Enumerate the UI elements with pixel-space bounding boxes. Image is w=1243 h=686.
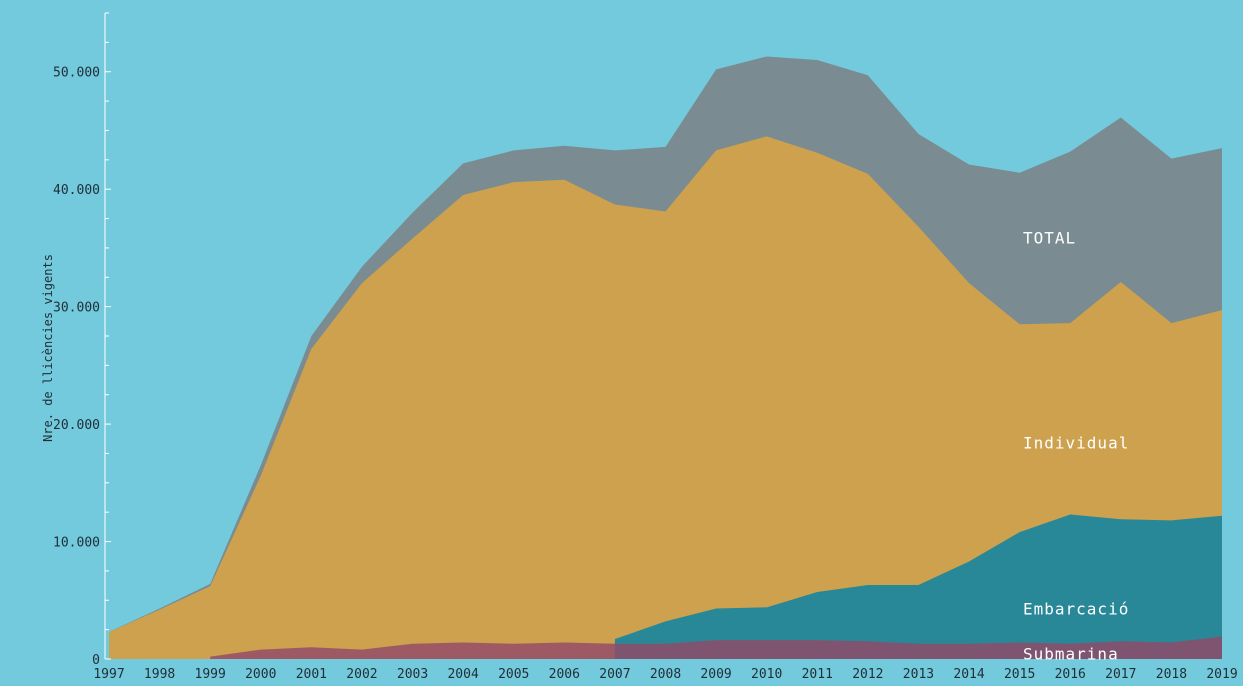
x-tick-label: 2018 — [1156, 667, 1187, 682]
x-tick-label: 2011 — [802, 667, 833, 682]
chart-areas — [109, 56, 1222, 659]
x-tick-label: 2013 — [903, 667, 934, 682]
y-tick-label: 10.000 — [53, 536, 100, 551]
series-labels: TOTAL Individual Embarcació Submarina — [1023, 228, 1129, 664]
series-label-total: TOTAL — [1023, 228, 1076, 247]
y-tick-label: 0 — [92, 653, 100, 668]
x-tick-label: 2012 — [852, 667, 883, 682]
y-tick-label: 20.000 — [53, 418, 100, 433]
x-tick-label: 1997 — [93, 667, 124, 682]
x-tick-label: 2010 — [751, 667, 782, 682]
x-tick-label: 2005 — [498, 667, 529, 682]
x-tick-label: 2002 — [346, 667, 377, 682]
series-label-individual: Individual — [1023, 433, 1129, 452]
x-tick-label: 2006 — [549, 667, 580, 682]
y-tick-label: 50.000 — [53, 66, 100, 81]
series-label-submarina: Submarina — [1023, 645, 1119, 664]
x-tick-label: 2004 — [447, 667, 478, 682]
x-tick-label: 2009 — [700, 667, 731, 682]
y-axis-title: Nre. de llicències vigents — [41, 254, 55, 442]
series-label-embarcacio: Embarcació — [1023, 599, 1129, 618]
x-tick-label: 2016 — [1055, 667, 1086, 682]
x-tick-label: 2017 — [1105, 667, 1136, 682]
x-tick-label: 1998 — [144, 667, 175, 682]
x-tick-label: 2000 — [245, 667, 276, 682]
y-tick-label: 30.000 — [53, 301, 100, 316]
chart-axes: 0 10.000 20.000 30.000 40.000 50.000 1997 1998 1… — [53, 12, 1238, 682]
x-tick-label: 2019 — [1206, 667, 1237, 682]
x-tick-label: 2008 — [650, 667, 681, 682]
area-individual — [109, 136, 1222, 659]
y-tick-label: 40.000 — [53, 183, 100, 198]
x-tick-label: 2014 — [953, 667, 984, 682]
x-tick-label: 1999 — [195, 667, 226, 682]
area-submarina-overlap — [614, 636, 1222, 659]
x-tick-label: 2001 — [296, 667, 327, 682]
x-tick-label: 2015 — [1004, 667, 1035, 682]
x-tick-label: 2003 — [397, 667, 428, 682]
area-embarcacio — [614, 514, 1222, 659]
x-tick-label: 2007 — [599, 667, 630, 682]
